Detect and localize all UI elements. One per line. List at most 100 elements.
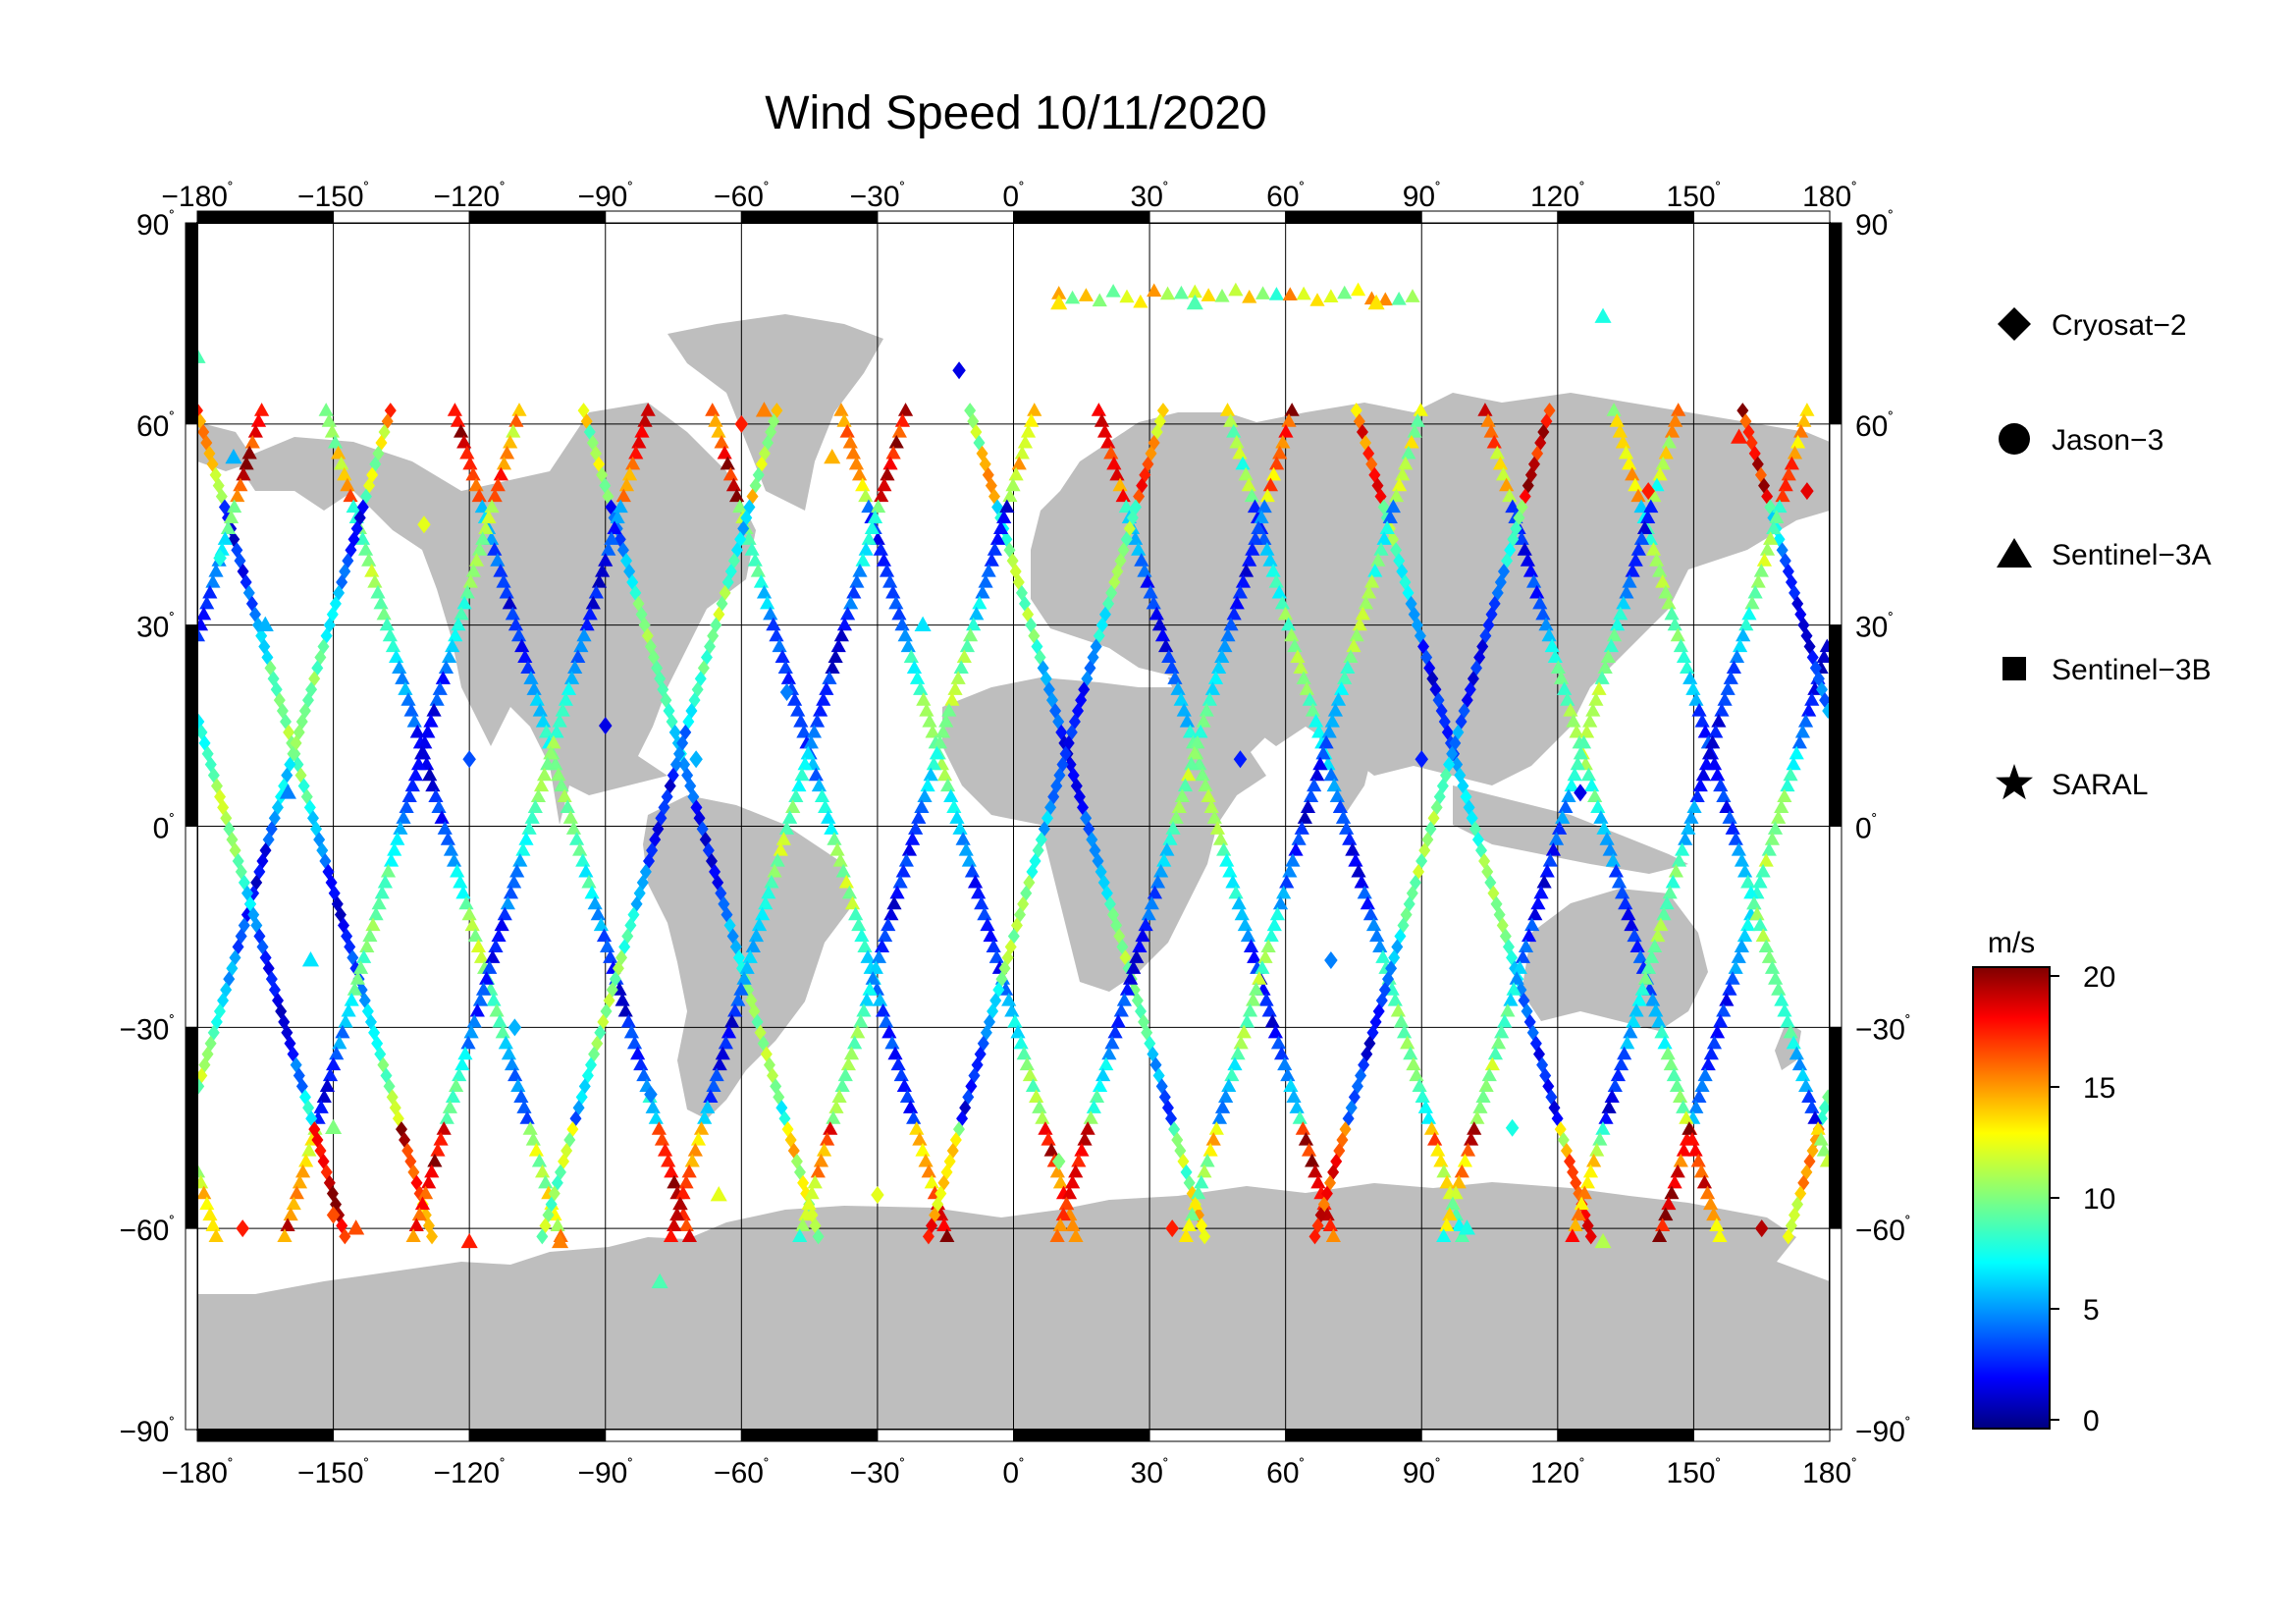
lon-tick-label-bottom: −120˚ <box>434 1456 506 1489</box>
colorbar-tick-label: 10 <box>2083 1183 2115 1216</box>
sentinel-3a-point <box>1502 488 1518 503</box>
sentinel-3a-point <box>711 424 726 438</box>
sentinel-3a-point <box>981 564 996 577</box>
sentinel-3a-point <box>1161 649 1177 664</box>
sentinel-3a-point <box>841 885 858 899</box>
sentinel-3a-point <box>861 531 877 545</box>
sentinel-3a-point <box>1404 434 1419 449</box>
sentinel-3a-point <box>1733 638 1748 653</box>
sentinel-3a-point <box>1103 445 1119 460</box>
sentinel-3a-point <box>1648 1002 1664 1017</box>
sentinel-3a-point <box>690 1132 707 1146</box>
sentinel-3a-point <box>1561 788 1576 803</box>
sentinel-3a-point <box>493 466 508 481</box>
sentinel-3a-point <box>1287 638 1303 653</box>
sentinel-3a-point <box>1460 1142 1476 1157</box>
sentinel-3a-point <box>1643 499 1659 514</box>
sentinel-3a-point <box>732 499 748 514</box>
sentinel-3a-point <box>883 906 899 921</box>
sentinel-3a-point <box>460 1232 478 1249</box>
sentinel-3a-point <box>1688 1100 1704 1113</box>
sentinel-3a-point <box>321 413 337 427</box>
sentinel-3a-point <box>993 520 1009 534</box>
sentinel-3a-point <box>1744 595 1760 610</box>
sentinel-3a-point <box>860 949 876 963</box>
sentinel-3a-point <box>634 424 650 438</box>
frame-segment-right <box>1829 423 1842 626</box>
degree-symbol: ˚ <box>1163 180 1169 198</box>
sentinel-3a-point <box>319 1078 336 1093</box>
sentinel-3a-point <box>361 553 377 567</box>
degree-symbol: ˚ <box>228 180 234 198</box>
sentinel-3a-point <box>1119 289 1135 303</box>
lat-tick-label-left: −60˚ <box>119 1214 175 1247</box>
sentinel-3a-point <box>1816 649 1830 664</box>
degree-symbol: ˚ <box>169 409 175 428</box>
sentinel-3a-point <box>1268 573 1284 588</box>
sentinel-3a-point <box>1154 627 1171 642</box>
sentinel-3a-point <box>1655 1217 1671 1232</box>
sentinel-3a-point <box>540 756 556 771</box>
sentinel-3a-point <box>197 348 206 363</box>
sentinel-3a-point <box>325 1118 343 1135</box>
sentinel-3a-point <box>579 617 595 631</box>
sentinel-3a-point <box>1232 584 1248 599</box>
sentinel-3a-point <box>1522 564 1539 577</box>
sentinel-3a-point <box>513 1089 529 1103</box>
sentinel-3a-point <box>1706 1207 1722 1221</box>
sentinel-3a-point <box>913 681 929 695</box>
sentinel-3a-point <box>820 1132 835 1146</box>
circle-marker-icon <box>1999 423 2030 455</box>
sentinel-3a-point <box>1255 286 1271 299</box>
sentinel-3a-point <box>1680 660 1695 674</box>
sentinel-3a-point <box>428 788 444 803</box>
sentinel-3a-point <box>1781 466 1796 481</box>
sentinel-3a-point <box>1094 413 1110 427</box>
sentinel-3a-point <box>1695 767 1711 782</box>
sentinel-3a-point <box>1071 1153 1087 1167</box>
cryosat-2-point <box>734 414 749 433</box>
sentinel-3a-point <box>1663 1056 1679 1071</box>
sentinel-3a-point <box>617 1002 633 1017</box>
sentinel-3a-point <box>1019 1056 1035 1071</box>
sentinel-3a-point <box>899 1089 916 1103</box>
sentinel-3a-point <box>435 671 451 684</box>
sentinel-3a-point <box>878 928 893 943</box>
sentinel-3a-point <box>836 617 853 631</box>
sentinel-3a-point <box>1109 466 1125 481</box>
frame-segment-right <box>1829 1227 1842 1431</box>
cryosat-2-point <box>197 403 203 419</box>
sentinel-3a-point <box>301 1142 317 1157</box>
sentinel-3a-point <box>567 660 583 674</box>
sentinel-3a-point <box>454 1056 470 1071</box>
sentinel-3a-point <box>1631 993 1647 1006</box>
sentinel-3a-point <box>570 649 586 664</box>
sentinel-3a-point <box>1553 671 1570 684</box>
sentinel-3a-point <box>452 1067 467 1082</box>
star-marker-icon <box>1996 764 2033 800</box>
sentinel-3a-point <box>1005 477 1021 492</box>
sentinel-3a-point <box>1439 1217 1455 1232</box>
sentinel-3a-point <box>645 1100 661 1113</box>
sentinel-3a-point <box>1653 917 1669 932</box>
sentinel-3a-point <box>398 681 413 695</box>
sentinel-3a-point <box>1596 821 1612 835</box>
sentinel-3a-point <box>497 906 512 921</box>
sentinel-3a-point <box>488 939 504 952</box>
sentinel-3a-point <box>769 627 784 642</box>
sentinel-3a-point <box>961 853 977 867</box>
sentinel-3a-point <box>357 542 374 556</box>
sentinel-3a-point <box>387 842 402 856</box>
sentinel-3a-point <box>1467 1121 1482 1135</box>
sentinel-3a-point <box>873 542 888 556</box>
sentinel-3a-point <box>956 649 972 664</box>
cryosat-2-point <box>1819 692 1830 709</box>
sentinel-3a-point <box>1671 403 1686 416</box>
sentinel-3a-point <box>1158 638 1174 653</box>
sentinel-3a-point <box>625 456 641 470</box>
sentinel-3a-point <box>475 531 491 545</box>
sentinel-3a-point <box>1298 1132 1314 1146</box>
sentinel-3a-point <box>1499 477 1515 492</box>
sentinel-3a-point <box>1281 413 1297 427</box>
